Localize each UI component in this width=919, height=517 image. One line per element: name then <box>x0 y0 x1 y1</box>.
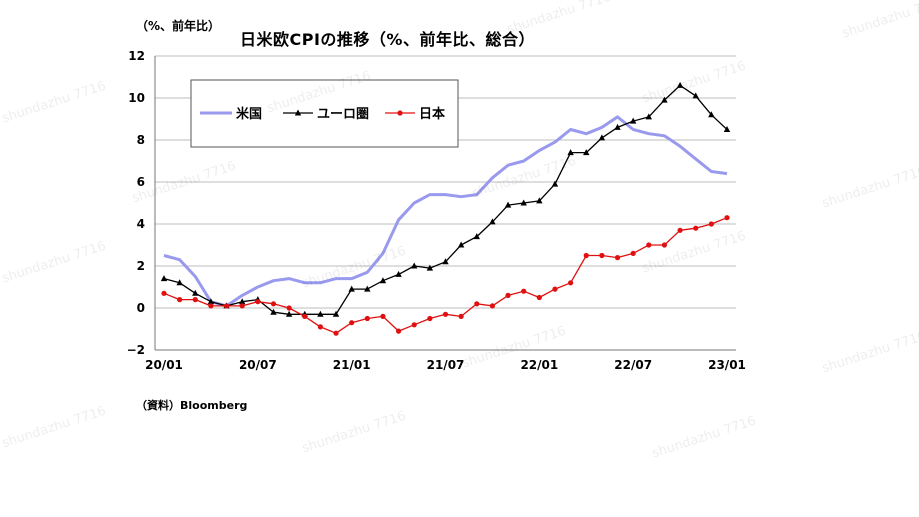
series-3-point <box>270 301 277 307</box>
series-2-point <box>332 310 340 317</box>
series-3-point <box>521 288 527 294</box>
series-3-point <box>646 242 652 248</box>
series-3-point <box>442 311 449 317</box>
series-2-point <box>160 275 168 282</box>
y-tick-label: 6 <box>137 175 145 189</box>
series-3-point <box>177 297 183 303</box>
series-3-point <box>286 305 292 311</box>
series-line-1 <box>163 115 728 308</box>
x-tick-label: 21/07 <box>427 358 465 372</box>
series-2-point <box>520 199 527 206</box>
series-2-point <box>676 81 684 88</box>
series-2-point <box>192 289 199 296</box>
series-2-point <box>379 277 387 284</box>
series-3-point <box>583 252 589 259</box>
series-2-point <box>426 264 434 271</box>
series-2-point <box>645 113 653 120</box>
legend-label-1: 米国 <box>236 106 262 122</box>
series-3-point <box>395 328 402 334</box>
series-3-point <box>255 299 261 305</box>
series-2-point <box>536 197 543 204</box>
x-tick-label: 23/01 <box>708 358 746 372</box>
series-2-point <box>176 279 183 286</box>
series-3-point <box>552 286 558 292</box>
series-2-point <box>348 285 355 292</box>
series-3-point <box>380 313 386 319</box>
series-3-point <box>536 294 542 301</box>
series-2-point <box>207 298 215 305</box>
y-tick-label: 12 <box>128 49 145 63</box>
series-3-point <box>505 292 511 298</box>
series-2-point <box>629 117 637 124</box>
series-2-point <box>270 308 277 315</box>
chart-title: 日米欧CPIの推移（%、前年比、総合） <box>240 30 535 49</box>
series-2-point <box>395 270 402 277</box>
series-3-point <box>708 221 714 227</box>
series-3-point <box>724 215 730 221</box>
y-tick-label: 8 <box>137 133 145 147</box>
series-3-point <box>333 330 339 336</box>
x-tick-label: 21/01 <box>333 358 371 372</box>
y-tick-label: 2 <box>137 259 145 273</box>
series-3-point <box>302 313 308 319</box>
series-2-point <box>489 218 496 225</box>
series-3-point <box>208 303 214 309</box>
series-2-point <box>598 134 606 141</box>
y-axis-unit-label: （%、前年比） <box>136 19 221 33</box>
y-tick-label: −2 <box>127 343 145 357</box>
series-2-point <box>551 180 559 187</box>
x-tick-label: 22/01 <box>520 358 558 372</box>
series-3-point <box>239 303 245 309</box>
series-2-point <box>723 126 731 132</box>
series-2-point <box>317 310 324 317</box>
series-3-point <box>568 280 574 286</box>
series-3-point <box>614 255 621 261</box>
series-3-point <box>489 303 496 309</box>
legend-marker-3 <box>397 110 403 116</box>
series-2-point <box>504 201 512 208</box>
x-tick-label: 22/07 <box>614 358 652 372</box>
series-2-point <box>473 233 480 240</box>
series-3-point <box>458 313 464 319</box>
legend-label-2: ユーロ圏 <box>317 107 369 122</box>
series-2-point <box>238 298 246 305</box>
series-2-point <box>457 241 465 248</box>
series-3-point <box>411 322 417 328</box>
series-layer <box>160 81 731 336</box>
series-2-point <box>692 92 699 99</box>
legend: 米国 ユーロ圏 日本 <box>190 79 459 148</box>
series-3-point <box>349 320 355 326</box>
x-tick-label: 20/01 <box>145 358 183 372</box>
series-3-point <box>474 301 480 307</box>
series-3-point <box>599 252 605 259</box>
series-2-point <box>442 258 449 265</box>
series-3-point <box>317 324 323 330</box>
series-3-point <box>693 225 699 231</box>
series-2-point <box>708 111 715 118</box>
series-2-point <box>661 96 668 103</box>
series-3-point <box>661 242 668 248</box>
y-tick-label: 4 <box>137 217 145 231</box>
series-3-point <box>677 227 683 233</box>
series-2-point <box>567 149 574 156</box>
y-tick-label: 10 <box>128 91 145 105</box>
source-label: （資料）Bloomberg <box>136 399 248 412</box>
series-3-point <box>223 303 230 309</box>
series-3-point <box>630 250 636 256</box>
series-2-point <box>364 285 371 292</box>
series-2-point <box>285 310 293 317</box>
axes: −2 0 2 4 6 8 10 12 20/01 20/07 21/01 21/07 22/01 22/0… <box>127 49 746 372</box>
series-3-point <box>427 315 433 322</box>
series-2-point <box>411 262 418 269</box>
x-tick-label: 20/07 <box>239 358 277 372</box>
y-tick-label: 0 <box>137 301 145 315</box>
legend-label-3: 日本 <box>419 106 445 122</box>
series-2-point <box>614 123 621 130</box>
series-2-point <box>583 149 590 156</box>
series-3-point <box>364 315 370 322</box>
series-3-point <box>161 290 167 296</box>
legend-marker-2 <box>294 109 302 116</box>
series-3-point <box>192 297 198 303</box>
